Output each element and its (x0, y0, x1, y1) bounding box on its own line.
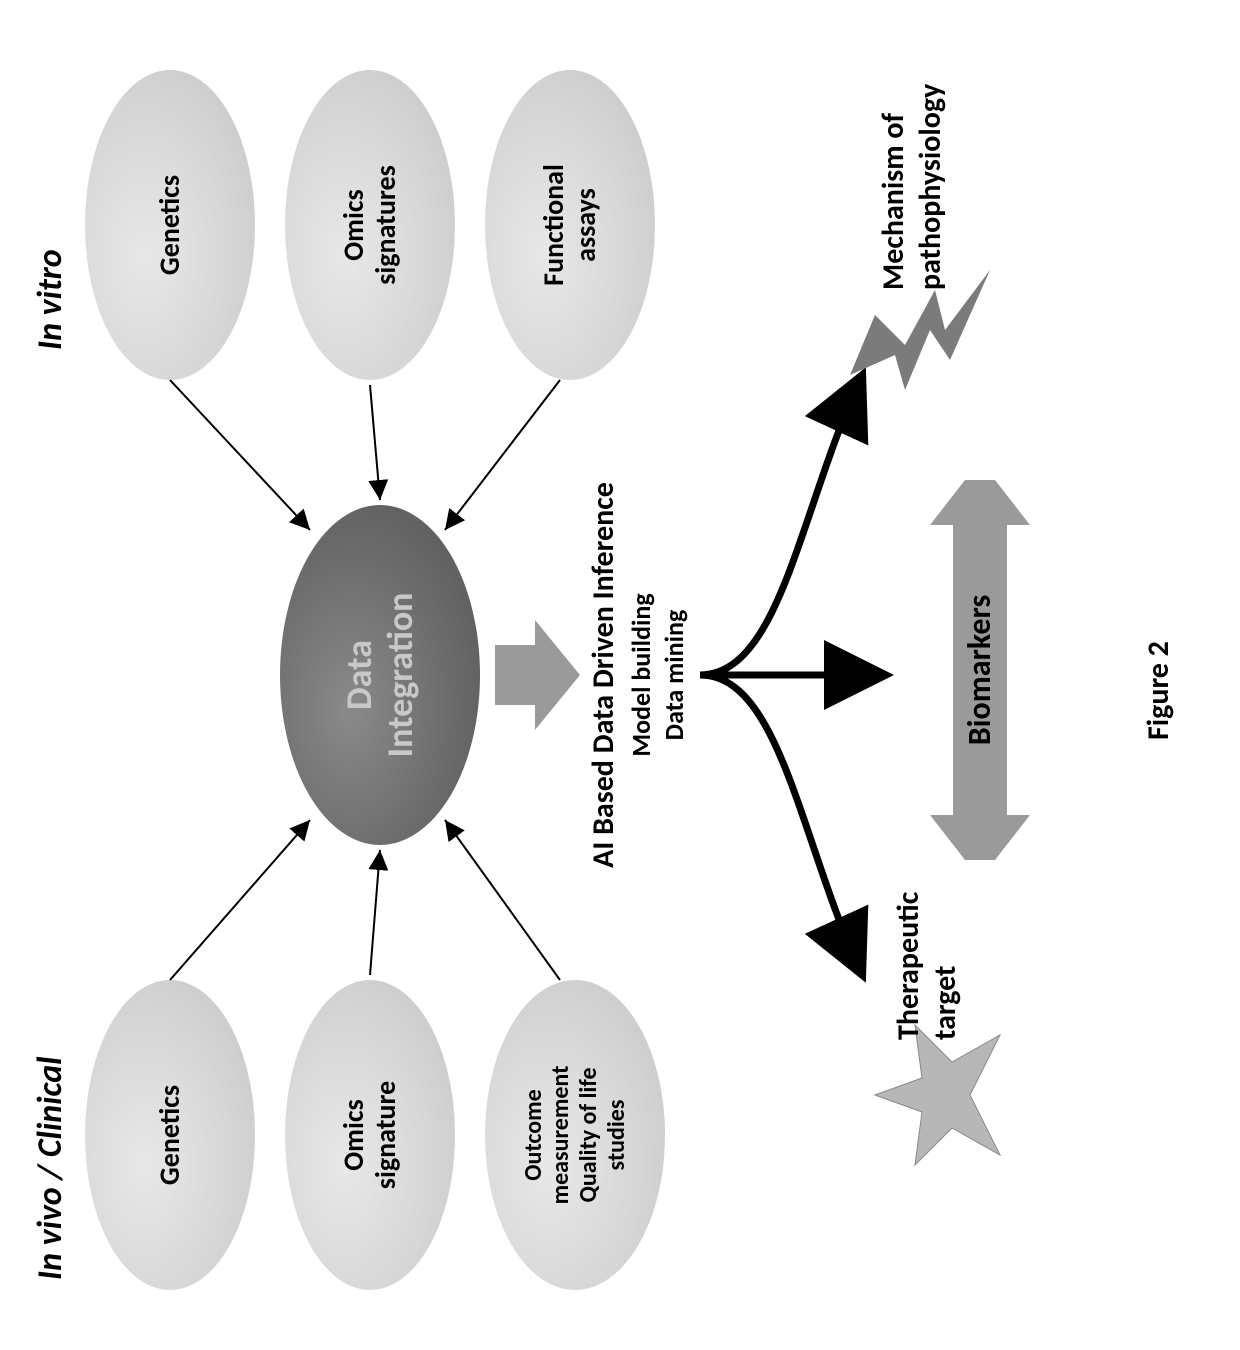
branch-arrows (690, 300, 910, 1050)
bolt-icon (850, 270, 990, 410)
figure-caption: Figure 2 (1140, 641, 1177, 740)
ellipse-label: Genetics (154, 1073, 186, 1197)
header-in-vivo: In vivo / Clinical (30, 1056, 71, 1280)
inference-sub2: Data mining (658, 525, 690, 825)
inference-sub1: Model building (625, 525, 657, 825)
label-mechanism: Mechanism of pathophysiology (875, 30, 949, 290)
ellipse-in-vitro-genetics: Genetics (85, 70, 255, 380)
label-biomarkers: Biomarkers (960, 480, 999, 860)
ellipse-label: Data Integration (339, 581, 422, 770)
ellipse-in-vitro-functional: Functional assays (485, 70, 655, 380)
ellipse-in-vivo-outcome: Outcome measurement Quality of life stud… (485, 980, 665, 1290)
block-arrow-down (495, 620, 580, 730)
ellipse-label: Functional assays (538, 152, 602, 298)
ellipse-in-vivo-omics: Omics signature (285, 980, 455, 1290)
ellipse-in-vitro-omics: Omics signatures (285, 70, 455, 380)
ellipse-label: Outcome measurement Quality of life stud… (520, 1054, 630, 1217)
ellipse-label: Omics signatures (338, 153, 402, 297)
ellipse-label: Genetics (154, 163, 186, 287)
ellipse-in-vivo-genetics: Genetics (85, 980, 255, 1290)
inference-title: AI Based Data Driven Inference (585, 425, 622, 925)
diagram-canvas: In vivo / Clinical In vitro Genetics Omi… (0, 0, 1240, 1350)
star-icon (870, 1020, 1020, 1170)
ellipse-label: Omics signature (338, 1069, 402, 1201)
ellipse-data-integration: Data Integration (280, 505, 480, 845)
header-in-vitro: In vitro (30, 249, 71, 350)
